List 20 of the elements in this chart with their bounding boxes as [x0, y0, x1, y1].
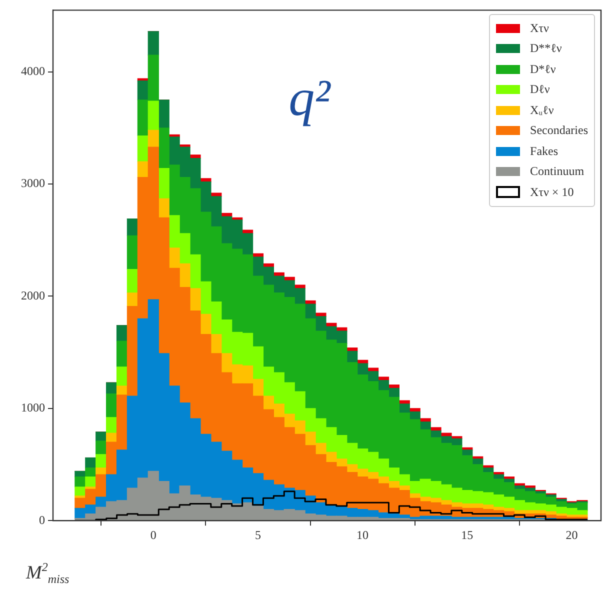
legend-label: Dℓν — [530, 82, 550, 98]
y-tick-label: 4000 — [21, 64, 45, 78]
y-tick-label: 0 — [39, 512, 45, 527]
legend-label: Secondaries — [530, 123, 588, 138]
legend-label: D*ℓν — [530, 62, 556, 77]
x-tick-label: 15 — [461, 528, 474, 542]
x-tick-label: 0 — [150, 528, 156, 542]
legend-label: Fakes — [530, 144, 558, 159]
y-tick-label: 3000 — [21, 176, 45, 190]
annotation: q² — [288, 70, 332, 128]
legend-label: Xτν — [530, 20, 549, 36]
legend-label: D**ℓν — [530, 41, 562, 56]
legend-label: Xᵤℓν — [530, 102, 554, 118]
legend-label: Continuum — [530, 164, 584, 180]
y-tick-label: 2000 — [21, 288, 45, 302]
y-tick-label: 1000 — [21, 400, 45, 415]
x-tick-label: 5 — [254, 528, 261, 542]
x-tick-label: 10 — [356, 528, 369, 542]
x-tick-label: 20 — [566, 528, 578, 542]
legend-label: Xτν × 10 — [530, 184, 574, 200]
